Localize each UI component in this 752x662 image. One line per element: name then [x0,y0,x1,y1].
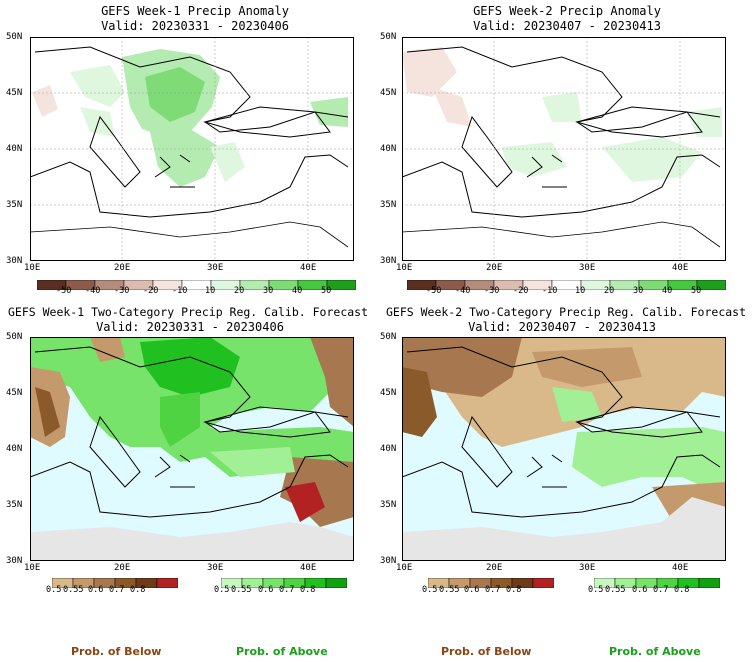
anomaly-colorbar-2 [406,275,727,291]
prob-tick: 0.7 [485,585,501,595]
prob-tick: 0.7 [109,585,125,595]
anomaly-tick: -50 [426,286,442,296]
anomaly-tick: 30 [263,286,274,296]
panel3-title: GEFS Week-1 Two-Category Precip Reg. Cal… [7,305,369,319]
prob-tick: 0.6 [464,585,480,595]
anomaly-tick: -20 [143,286,159,296]
panel2-valid: Valid: 20230407 - 20230413 [473,19,661,33]
prob-tick: 0.55 [605,585,626,595]
lat-label: 50N [6,332,23,342]
anomaly-tick: 10 [205,286,216,296]
prob-tick: 0.8 [506,585,522,595]
prob-tick: 0.5 [588,585,604,595]
map-week2-anomaly [402,37,726,261]
prob-above-label-2: Prob. of Above [609,645,701,658]
prob-below-colorbar-2 [427,573,555,589]
prob-tick: 0.5 [46,585,62,595]
anomaly-tick: 40 [662,286,673,296]
panel3-valid: Valid: 20230331 - 20230406 [96,320,284,334]
prob-tick: 0.5 [422,585,438,595]
lon-label: 20E [114,263,131,273]
lon-label: 10E [396,263,413,273]
anomaly-tick: -20 [513,286,529,296]
lon-label: 20E [486,563,503,573]
lat-label: 30N [380,556,397,566]
prob-tick: 0.55 [231,585,252,595]
lon-label: 10E [24,263,41,273]
anomaly-tick: 40 [292,286,303,296]
anomaly-tick: -40 [455,286,471,296]
anomaly-tick: -30 [114,286,130,296]
lat-label: 50N [380,332,397,342]
lat-label: 35N [6,500,23,510]
lon-label: 30E [207,263,224,273]
lon-label: 10E [396,563,413,573]
lat-label: 40N [380,444,397,454]
lon-label: 40E [300,263,317,273]
panel1-title: GEFS Week-1 Precip Anomaly [101,4,289,18]
lat-label: 45N [380,388,397,398]
prob-below-colorbar-1 [51,573,179,589]
prob-tick: 0.5 [214,585,230,595]
prob-above-colorbar-2 [593,573,721,589]
prob-tick: 0.7 [653,585,669,595]
lon-label: 40E [672,563,689,573]
prob-tick: 0.55 [63,585,84,595]
lat-label: 40N [6,444,23,454]
prob-tick: 0.55 [439,585,460,595]
prob-tick: 0.6 [632,585,648,595]
lat-label: 45N [380,88,397,98]
map-week1-anomaly [30,37,354,261]
prob-tick: 0.8 [300,585,316,595]
lat-label: 45N [6,388,23,398]
anomaly-tick: -50 [56,286,72,296]
anomaly-tick: -10 [172,286,188,296]
anomaly-tick: 50 [321,286,332,296]
lat-label: 50N [380,32,397,42]
anomaly-tick: 30 [633,286,644,296]
lon-label: 30E [579,263,596,273]
anomaly-tick: -40 [85,286,101,296]
lon-label: 30E [579,563,596,573]
lat-label: 40N [6,144,23,154]
anomaly-tick: -30 [484,286,500,296]
anomaly-tick: -10 [542,286,558,296]
lat-label: 35N [380,500,397,510]
lon-label: 20E [114,563,131,573]
prob-above-label-1: Prob. of Above [236,645,328,658]
anomaly-tick: 50 [691,286,702,296]
anomaly-tick: 10 [575,286,586,296]
panel4-title: GEFS Week-2 Two-Category Precip Reg. Cal… [385,305,747,319]
lat-label: 50N [6,32,23,42]
anomaly-tick: 20 [234,286,245,296]
anomaly-tick: 20 [604,286,615,296]
lon-label: 10E [24,563,41,573]
lon-label: 30E [207,563,224,573]
prob-tick: 0.6 [88,585,104,595]
panel1-valid: Valid: 20230331 - 20230406 [101,19,289,33]
anomaly-colorbar-1 [36,275,357,291]
prob-tick: 0.8 [674,585,690,595]
lat-label: 30N [380,256,397,266]
prob-below-label-2: Prob. of Below [441,645,532,658]
panel4-valid: Valid: 20230407 - 20230413 [468,320,656,334]
prob-above-colorbar-1 [220,573,348,589]
prob-tick: 0.7 [279,585,295,595]
lon-label: 40E [672,263,689,273]
panel2-title: GEFS Week-2 Precip Anomaly [473,4,661,18]
prob-below-label-1: Prob. of Below [71,645,162,658]
lat-label: 40N [380,144,397,154]
lat-label: 35N [380,200,397,210]
lat-label: 30N [6,256,23,266]
map-week1-probability [30,337,354,561]
prob-tick: 0.8 [130,585,146,595]
lon-label: 40E [300,563,317,573]
lon-label: 20E [486,263,503,273]
lat-label: 45N [6,88,23,98]
prob-tick: 0.6 [258,585,274,595]
lat-label: 35N [6,200,23,210]
lat-label: 30N [6,556,23,566]
map-week2-probability [402,337,726,561]
